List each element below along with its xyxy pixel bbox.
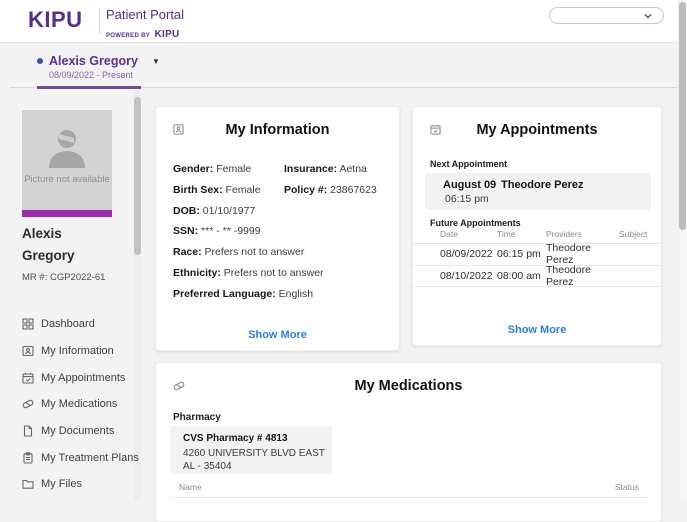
info-field-insurance: Insurance: Aetna (284, 163, 367, 175)
top-header: KIPU Patient Portal POWERED BY KIPU (0, 0, 687, 43)
my-information-card: My Information Gender: Female Birth Sex:… (155, 106, 400, 351)
pill-icon (173, 381, 185, 391)
info-fields-right: Insurance: Aetna Policy #: 23867623 (284, 163, 377, 205)
sidebar-scrollbar-track[interactable] (134, 89, 141, 500)
future-appointments-table: Date Time Providers Subject 08/09/2022 0… (413, 229, 661, 288)
sidebar-item-my-files[interactable]: My Files (22, 471, 134, 498)
pharmacy-name: CVS Pharmacy # 4813 (183, 433, 288, 444)
sidebar-item-label: My Treatment Plans (41, 451, 139, 464)
sidebar-item-my-information[interactable]: My Information (22, 338, 134, 365)
appointment-row[interactable]: 08/09/2022 06:15 pm Theodore Perez (413, 242, 661, 266)
info-field-ssn: SSN: *** - ** -9999 (173, 225, 261, 238)
patient-date-range: 08/09/2022 - Present (49, 70, 134, 80)
info-show-more-link[interactable]: Show More (248, 329, 307, 341)
col-header-providers: Providers (546, 229, 582, 239)
info-field-gender: Gender: Female (173, 163, 252, 175)
logo-divider (99, 8, 100, 35)
document-icon (22, 425, 34, 437)
sidebar-item-label: My Medications (41, 398, 118, 411)
col-header-status: Status (614, 482, 639, 492)
my-medications-title: My Medications (354, 378, 463, 394)
id-card-icon (22, 345, 34, 357)
sidebar-item-my-treatment-plans[interactable]: My Treatment Plans (22, 444, 139, 471)
powered-by: POWERED BY KIPU (106, 24, 180, 42)
appointments-show-more-link[interactable]: Show More (507, 324, 567, 336)
profile-dropdown[interactable] (549, 7, 664, 24)
calendar-check-icon (430, 124, 441, 135)
folder-icon (22, 478, 34, 490)
sidebar-item-label: My Information (41, 345, 114, 358)
my-medications-card: My Medications Pharmacy CVS Pharmacy # 4… (155, 362, 662, 522)
sidebar-item-my-medications[interactable]: My Medications (22, 391, 134, 418)
active-tab-indicator (37, 86, 141, 89)
sidebar-nav: Dashboard My Information My Appointments… (22, 311, 139, 498)
pill-icon (22, 398, 34, 410)
pharmacy-label: Pharmacy (173, 412, 221, 423)
info-field-dob: DOB: 01/10/1977 (173, 204, 256, 217)
pharmacy-item[interactable]: CVS Pharmacy # 4813 4260 UNIVERSITY BLVD… (170, 426, 332, 474)
pharmacy-address-line2: AL - 35404 (183, 461, 232, 472)
app-title: Patient Portal (106, 7, 185, 22)
patient-selector-name: Alexis Gregory (49, 54, 138, 68)
sidebar-item-my-documents[interactable]: My Documents (22, 418, 134, 445)
info-fields-left: Gender: Female Birth Sex: Female DOB: 01… (173, 163, 324, 309)
id-badge-icon (173, 124, 184, 135)
chevron-down-icon (644, 14, 652, 19)
col-header-date: Date (440, 229, 458, 239)
my-information-title: My Information (225, 122, 330, 138)
dashboard-icon (22, 318, 34, 330)
my-appointments-card: My Appointments Next Appointment August … (412, 106, 662, 346)
col-header-subject: Subject (619, 229, 648, 239)
kipu-logo: KIPU (28, 7, 83, 32)
page-scrollbar-track[interactable] (678, 0, 687, 500)
info-field-policy: Policy #: 23867623 (284, 183, 377, 196)
col-header-time: Time (497, 229, 516, 239)
medications-table-divider (170, 497, 647, 498)
info-field-birth-sex: Birth Sex: Female (173, 183, 261, 196)
next-appointment-item[interactable]: August 09 06:15 pm Theodore Perez (425, 173, 651, 210)
caret-down-icon: ▼ (151, 56, 160, 66)
person-silhouette-icon (49, 130, 85, 168)
powered-by-prefix: POWERED BY (106, 33, 151, 39)
sidebar-scrollbar-thumb[interactable] (134, 97, 141, 255)
sidebar-item-my-appointments[interactable]: My Appointments (22, 364, 134, 391)
col-header-name: Name (179, 482, 202, 492)
photo-accent-bar (22, 210, 112, 217)
calendar-icon (22, 372, 34, 384)
patient-first-name: Alexis (22, 226, 62, 241)
mr-number: MR #: CGP2022-61 (22, 272, 106, 283)
sidebar-item-label: Dashboard (41, 318, 95, 331)
clipboard-icon (22, 452, 34, 464)
appointments-table-header: Date Time Providers Subject (413, 229, 661, 244)
next-appointment-provider: Theodore Perez (501, 179, 584, 191)
my-appointments-title: My Appointments (476, 122, 598, 138)
powered-by-brand: KIPU (154, 29, 180, 40)
active-patient-dot (37, 58, 43, 64)
pharmacy-address-line1: 4260 UNIVERSITY BLVD EAST (183, 448, 325, 459)
medications-table-header: Name Status (179, 482, 639, 492)
patient-tab-strip: Alexis Gregory ▼ 08/09/2022 - Present (10, 43, 677, 89)
next-appointment-date: August 09 (443, 179, 497, 191)
future-appointments-label: Future Appointments (430, 218, 521, 228)
info-field-race: Race: Prefers not to answer (173, 246, 305, 259)
sidebar-item-label: My Documents (41, 425, 115, 438)
patient-last-name: Gregory (22, 248, 75, 263)
photo-placeholder-text: Picture not available (24, 174, 110, 185)
sidebar-item-label: My Files (41, 478, 82, 491)
sidebar-item-dashboard[interactable]: Dashboard (22, 311, 134, 338)
info-field-preferred-language: Preferred Language: English (173, 287, 314, 300)
page-scrollbar-thumb[interactable] (679, 2, 686, 230)
sidebar-patient-name: Alexis Gregory (22, 223, 75, 267)
patient-selector[interactable]: Alexis Gregory ▼ 08/09/2022 - Present (37, 54, 160, 80)
next-appointment-time: 06:15 pm (445, 193, 489, 205)
sidebar: Picture not available Alexis Gregory MR … (10, 89, 141, 500)
appointment-row[interactable]: 08/10/2022 08:00 am Theodore Perez (413, 264, 661, 288)
next-appointment-label: Next Appointment (430, 159, 508, 169)
sidebar-item-label: My Appointments (41, 371, 126, 384)
patient-photo-placeholder: Picture not available (22, 110, 112, 210)
info-field-ethnicity: Ethnicity: Prefers not to answer (173, 266, 324, 279)
